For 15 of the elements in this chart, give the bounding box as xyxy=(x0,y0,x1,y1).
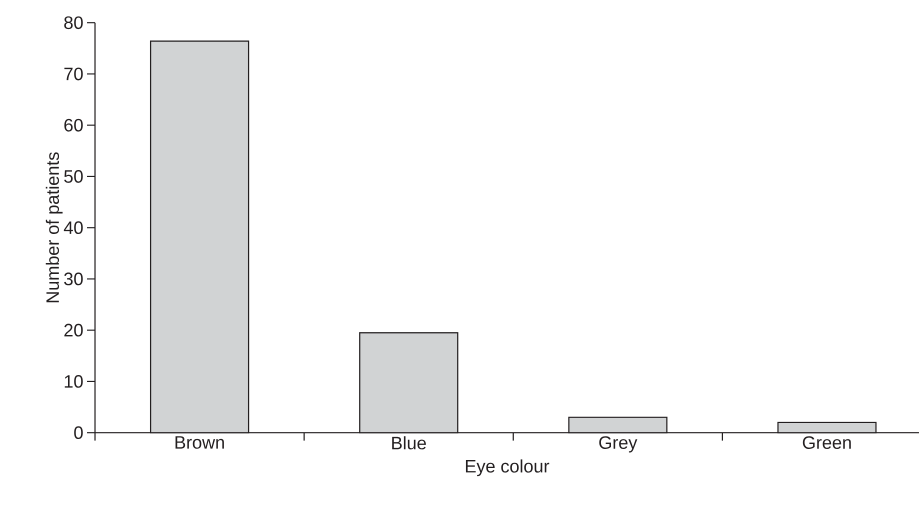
y-tick-label: 40 xyxy=(64,221,83,234)
x-tick-label: Grey xyxy=(599,436,638,453)
y-tick-label: 20 xyxy=(64,324,83,337)
y-tick-label: 80 xyxy=(64,16,83,30)
y-tick-label: 60 xyxy=(64,118,83,132)
x-tick-label: Green xyxy=(802,436,851,449)
x-axis-title: Eye colour xyxy=(466,459,550,476)
x-tick-label: Blue xyxy=(392,436,426,450)
y-axis-title: Number of patients xyxy=(46,152,63,302)
y-tick-label: 0 xyxy=(74,426,83,440)
x-tick-label: Brown xyxy=(176,436,224,449)
y-tick-label: 30 xyxy=(64,272,83,286)
y-tick-label: 50 xyxy=(64,170,83,183)
y-tick-label: 10 xyxy=(64,375,83,388)
y-tick-label: 70 xyxy=(64,68,83,80)
